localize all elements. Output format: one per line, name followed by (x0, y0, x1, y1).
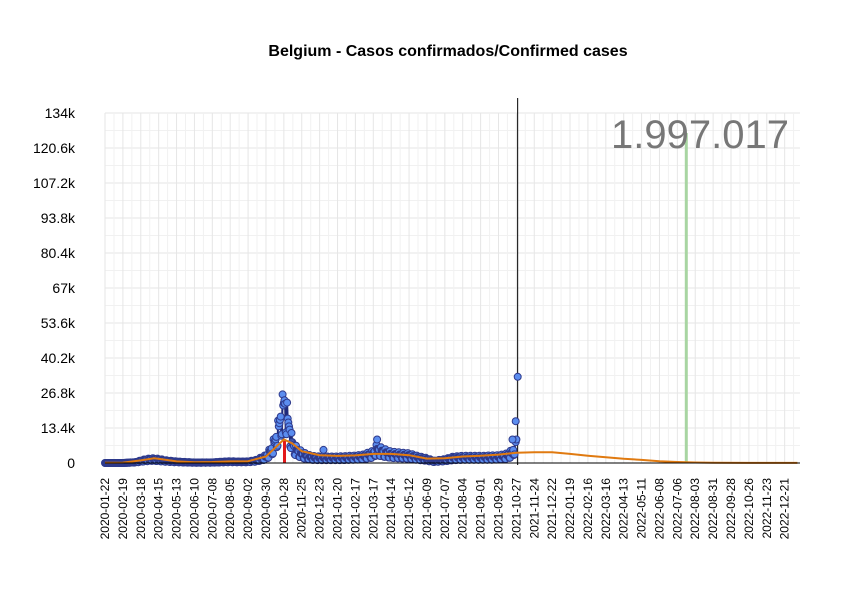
data-point (319, 445, 328, 454)
x-tick-label: 2022-08-31 (706, 478, 720, 540)
x-tick-label: 2021-09-29 (491, 478, 505, 540)
x-tick-label: 2020-03-18 (134, 478, 148, 540)
x-tick-label: 2021-09-01 (474, 478, 488, 540)
x-tick-label: 2021-08-04 (456, 478, 470, 540)
data-point (513, 372, 522, 381)
x-tick-label: 2022-08-03 (688, 478, 702, 540)
grid-lines (104, 112, 800, 464)
x-tick-label: 2022-06-08 (652, 478, 666, 540)
x-tick-label: 2022-11-23 (760, 478, 774, 539)
x-tick-label: 2020-01-22 (98, 478, 112, 540)
x-tick-label: 2022-09-28 (724, 478, 738, 540)
data-point (283, 398, 292, 407)
x-tick-label: 2021-04-14 (384, 478, 398, 540)
x-tick-label: 2020-12-23 (313, 478, 327, 540)
x-tick-label: 2020-05-13 (170, 478, 184, 540)
x-tick-label: 2020-02-19 (116, 478, 130, 540)
x-tick-label: 2021-10-27 (509, 478, 523, 540)
y-tick-label: 13.4k (41, 420, 76, 436)
y-tick-label: 93.8k (41, 210, 76, 226)
x-tick-label: 2021-11-24 (527, 478, 541, 539)
y-axis: 0 13.4k 26.8k 40.2k 53.6k 67k 80.4k 93.8k 107.2k… (33, 105, 76, 471)
x-tick-label: 2020-11-25 (295, 478, 309, 539)
x-tick-label: 2020-04-15 (152, 478, 166, 540)
x-tick-label: 2021-01-20 (331, 478, 345, 540)
x-tick-label: 2022-12-21 (778, 478, 792, 540)
data-point (511, 417, 520, 426)
x-tick-label: 2021-02-17 (348, 478, 362, 540)
x-tick-label: 2020-07-08 (205, 478, 219, 540)
data-point (373, 435, 382, 444)
x-tick-label: 2021-06-09 (420, 478, 434, 540)
y-tick-label: 120.6k (33, 140, 76, 156)
data-point (508, 435, 517, 444)
total-cases-label: 1.997.017 (611, 113, 789, 157)
x-tick-label: 2021-03-17 (366, 478, 380, 540)
x-tick-label: 2022-02-16 (581, 478, 595, 540)
x-tick-label: 2020-10-28 (277, 478, 291, 540)
y-tick-label: 26.8k (41, 385, 76, 401)
data-point (276, 412, 285, 421)
x-tick-label: 2022-03-16 (599, 478, 613, 540)
y-tick-label: 40.2k (41, 350, 76, 366)
y-tick-label: 134k (45, 105, 76, 121)
x-tick-label: 2021-12-22 (545, 478, 559, 540)
y-tick-label: 80.4k (41, 245, 76, 261)
trend-line (104, 438, 798, 464)
x-tick-label: 2020-09-30 (259, 478, 273, 540)
x-tick-label: 2020-08-05 (223, 478, 237, 540)
x-tick-label: 2020-09-02 (241, 478, 255, 540)
chart-title: Belgium - Casos confirmados/Confirmed ca… (268, 43, 627, 60)
y-tick-label: 67k (52, 280, 76, 296)
x-tick-label: 2021-07-07 (438, 478, 452, 540)
x-axis: 2020-01-22 2020-02-19 2020-03-18 2020-04-15… (98, 478, 792, 540)
x-tick-label: 2020-06-10 (187, 478, 201, 540)
plot-marks (101, 98, 800, 467)
x-tick-label: 2022-10-26 (742, 478, 756, 540)
y-tick-label: 107.2k (33, 175, 76, 191)
x-tick-label: 2021-05-12 (402, 478, 416, 540)
x-tick-label: 2022-05-11 (635, 478, 649, 539)
y-tick-label: 53.6k (41, 315, 76, 331)
x-tick-label: 2022-04-13 (617, 478, 631, 540)
x-tick-label: 2022-07-06 (670, 478, 684, 540)
y-tick-label: 0 (67, 455, 75, 471)
data-point (287, 429, 296, 437)
x-tick-label: 2022-01-19 (563, 478, 577, 540)
